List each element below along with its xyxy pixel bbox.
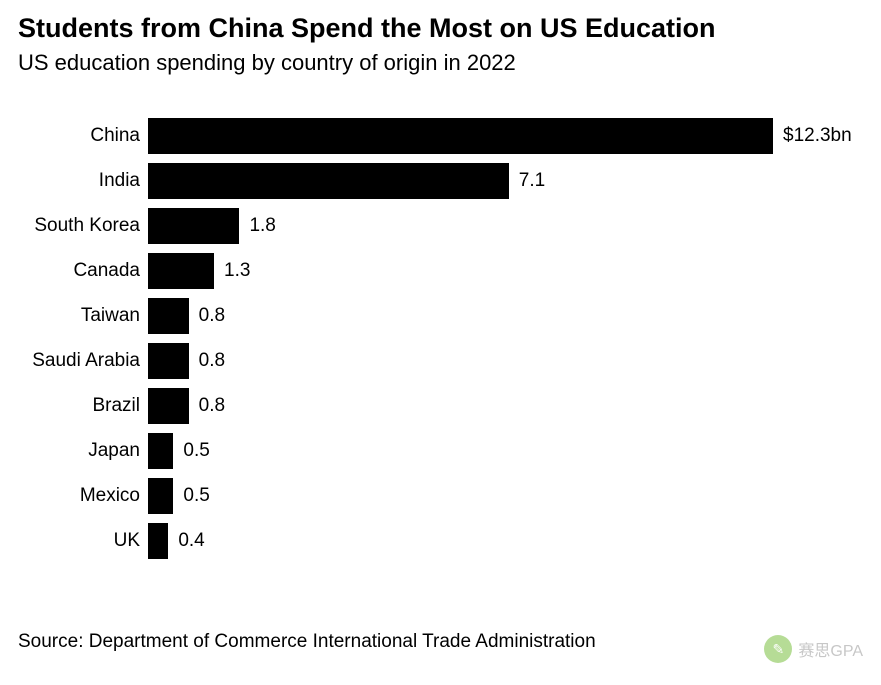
bar-wrap: 0.4 <box>148 523 863 559</box>
bar-row: China $12.3bn <box>18 114 863 159</box>
bar-wrap: 1.8 <box>148 208 863 244</box>
bar-row: Canada 1.3 <box>18 249 863 294</box>
watermark-icon: ✎ <box>764 635 792 663</box>
category-label: South Korea <box>18 215 148 237</box>
bar-row: Taiwan 0.8 <box>18 294 863 339</box>
value-label: $12.3bn <box>773 125 852 147</box>
bar <box>148 388 189 424</box>
value-label: 7.1 <box>509 170 545 192</box>
bar-wrap: 7.1 <box>148 163 863 199</box>
bar-row: Brazil 0.8 <box>18 384 863 429</box>
category-label: UK <box>18 530 148 552</box>
category-label: Brazil <box>18 395 148 417</box>
bar-chart: China $12.3bn India 7.1 South Korea 1.8 Canada… <box>18 114 863 564</box>
category-label: India <box>18 170 148 192</box>
bar-wrap: 0.5 <box>148 433 863 469</box>
bar <box>148 208 239 244</box>
bar-row: Mexico 0.5 <box>18 474 863 519</box>
bar <box>148 253 214 289</box>
value-label: 0.8 <box>189 305 225 327</box>
bar-wrap: 0.5 <box>148 478 863 514</box>
category-label: Canada <box>18 260 148 282</box>
bar <box>148 298 189 334</box>
bar-row: UK 0.4 <box>18 519 863 564</box>
watermark-text: 赛思GPA <box>798 637 863 661</box>
value-label: 0.5 <box>173 440 209 462</box>
bar-wrap: 1.3 <box>148 253 863 289</box>
category-label: Saudi Arabia <box>18 350 148 372</box>
category-label: Mexico <box>18 485 148 507</box>
value-label: 0.5 <box>173 485 209 507</box>
bar-row: Saudi Arabia 0.8 <box>18 339 863 384</box>
watermark: ✎ 赛思GPA <box>764 635 863 663</box>
value-label: 1.8 <box>239 215 275 237</box>
chart-subtitle: US education spending by country of orig… <box>18 50 863 76</box>
bar <box>148 118 773 154</box>
bar-row: India 7.1 <box>18 159 863 204</box>
chart-title: Students from China Spend the Most on US… <box>18 14 863 44</box>
bar-wrap: 0.8 <box>148 388 863 424</box>
bar <box>148 163 509 199</box>
category-label: Japan <box>18 440 148 462</box>
bar-wrap: 0.8 <box>148 298 863 334</box>
value-label: 0.4 <box>168 530 204 552</box>
bar <box>148 433 173 469</box>
value-label: 0.8 <box>189 350 225 372</box>
category-label: China <box>18 125 148 147</box>
source-text: Source: Department of Commerce Internati… <box>18 631 596 653</box>
bar-row: South Korea 1.8 <box>18 204 863 249</box>
value-label: 1.3 <box>214 260 250 282</box>
bar <box>148 478 173 514</box>
bar-row: Japan 0.5 <box>18 429 863 474</box>
bar <box>148 343 189 379</box>
value-label: 0.8 <box>189 395 225 417</box>
category-label: Taiwan <box>18 305 148 327</box>
bar-wrap: $12.3bn <box>148 118 863 154</box>
bar <box>148 523 168 559</box>
bar-wrap: 0.8 <box>148 343 863 379</box>
